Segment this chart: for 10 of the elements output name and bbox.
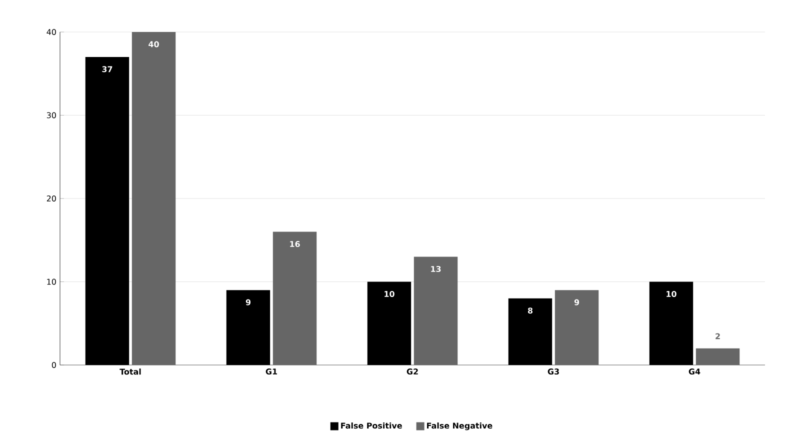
bar [226, 290, 270, 365]
bar [272, 232, 317, 365]
bar [367, 282, 412, 365]
bar [554, 290, 599, 365]
bar [414, 256, 458, 365]
bar [696, 348, 740, 365]
bar [85, 56, 130, 365]
bar [649, 282, 694, 365]
bar [508, 298, 552, 365]
bar [132, 32, 176, 365]
